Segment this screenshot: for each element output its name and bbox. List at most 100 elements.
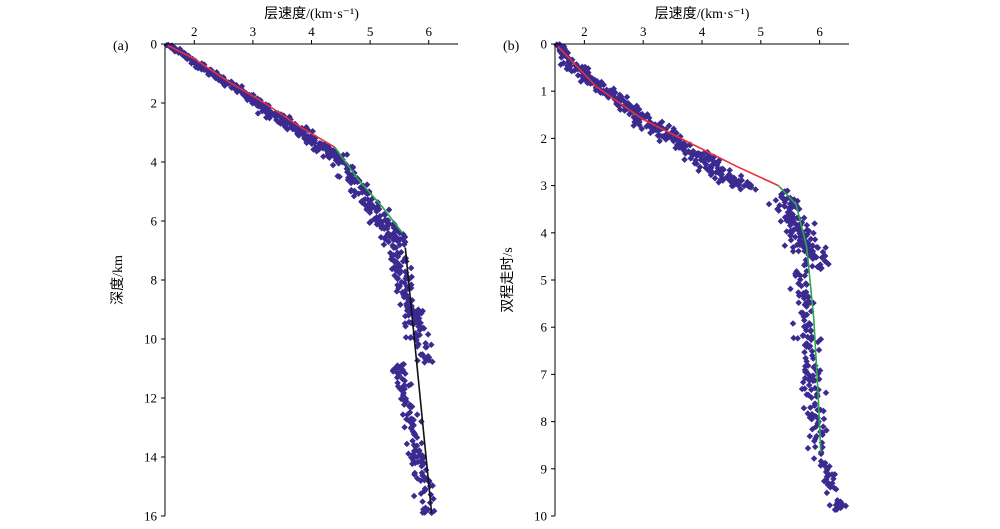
data-point [403,440,411,448]
data-point [412,447,420,454]
data-point [367,218,375,225]
data-point [795,289,802,296]
data-point [811,402,818,409]
data-point [813,432,820,440]
data-point [334,172,341,180]
data-point [781,242,789,249]
data-point [411,308,419,316]
data-point [396,241,404,249]
x-tick-label: 2 [191,24,198,39]
data-point [808,410,816,418]
data-point [772,196,780,204]
y-tick-label: 8 [541,414,548,429]
data-point [430,495,437,503]
data-point [424,331,432,338]
data-point [802,363,809,370]
data-point [418,418,425,425]
data-point [822,244,829,251]
data-point [826,501,834,509]
data-point [413,411,421,418]
data-point [409,437,416,445]
x-tick-label: 3 [640,24,647,39]
data-point [650,127,657,134]
data-point [829,480,836,487]
data-point [820,423,827,430]
data-point [401,423,408,431]
data-point [815,346,823,354]
data-point [406,417,414,424]
data-point [807,327,814,335]
data-point [407,264,415,272]
y-tick-label: 14 [144,450,158,465]
data-point [384,225,391,232]
data-point [656,120,663,127]
y-tick-label: 4 [151,155,158,170]
data-point [737,186,744,193]
data-point [320,153,327,160]
data-point [707,171,715,179]
data-point [810,229,817,237]
data-point [728,182,736,190]
data-point [416,327,423,334]
data-point [294,128,301,136]
data-point [802,322,810,330]
data-point [656,132,663,139]
data-point [584,65,592,72]
data-point [805,344,813,351]
y-tick-label: 5 [541,273,548,288]
data-point [807,336,815,344]
data-point [720,166,727,173]
data-point [792,225,800,232]
data-point [583,77,590,85]
data-point [403,302,411,309]
data-point [394,281,401,289]
data-point [310,146,317,153]
data-point [385,238,392,246]
data-point [422,339,429,347]
data-point [743,181,750,189]
data-point [419,498,426,505]
data-point [795,247,802,255]
panel-label: (b) [503,39,520,54]
data-point [801,272,809,279]
data-point [803,303,810,310]
data-point [779,194,787,201]
data-point [828,471,836,478]
data-point [407,334,415,341]
data-point [397,301,404,308]
data-point [357,184,364,191]
data-point [702,161,710,168]
data-point [835,502,843,510]
data-point [412,318,420,325]
data-point [349,174,357,182]
data-point [405,450,412,457]
data-point [192,60,199,67]
data-point [801,349,808,356]
data-point [783,228,790,235]
x-tick-label: 4 [699,24,706,39]
y-tick-label: 2 [151,96,158,111]
data-point [390,224,398,231]
data-point [394,364,402,372]
data-point [393,259,401,266]
x-tick-label: 6 [816,24,823,39]
x-tick-label: 4 [308,24,315,39]
data-point [422,343,429,351]
data-point [726,167,733,174]
data-point [377,234,385,241]
y-tick-label: 16 [144,509,158,524]
data-point [723,173,730,181]
data-point [386,220,393,228]
data-point [419,452,426,459]
data-point [388,265,396,273]
data-point [373,208,380,215]
data-point [799,332,806,339]
data-point [796,276,804,283]
data-point [816,367,824,374]
data-point [394,236,401,243]
data-point [395,372,403,380]
data-point [317,140,325,147]
data-point [817,450,825,458]
data-point [665,122,673,129]
data-point [807,235,815,243]
